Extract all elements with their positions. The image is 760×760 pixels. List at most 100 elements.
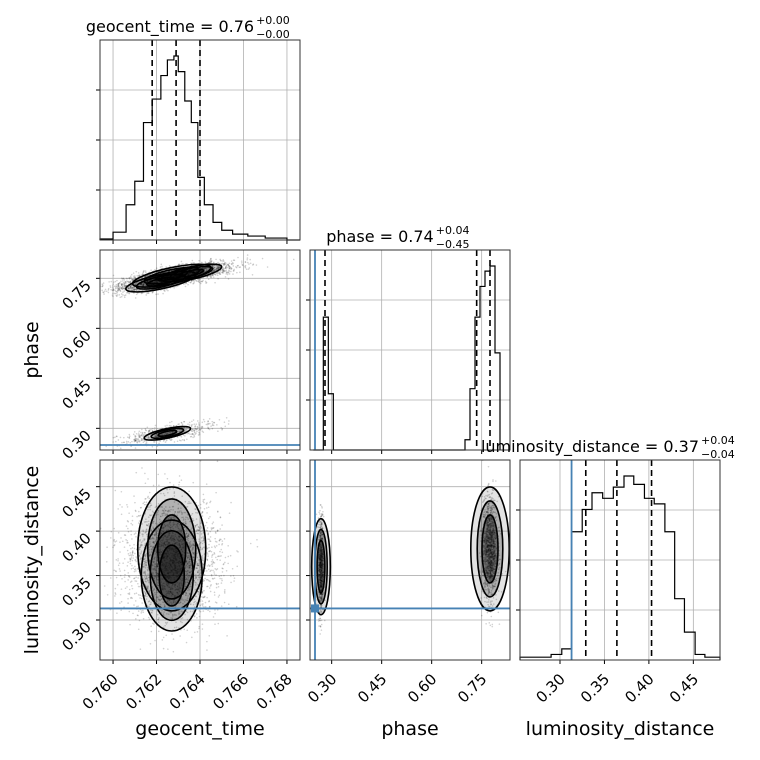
sample-point <box>116 289 119 292</box>
sample-point <box>246 261 249 264</box>
sample-point <box>127 553 130 555</box>
sample-point <box>129 285 132 288</box>
sample-point <box>171 438 173 441</box>
sample-point <box>194 270 197 272</box>
sample-point <box>188 421 191 424</box>
sample-point <box>130 286 132 289</box>
sample-point <box>131 538 133 540</box>
sample-point <box>227 263 230 266</box>
sample-point <box>187 273 189 276</box>
sample-point <box>212 276 215 278</box>
sample-point <box>121 285 124 287</box>
sample-point <box>218 272 221 274</box>
sample-point <box>174 275 176 278</box>
panel-luminosity_distance-vs-luminosity_distance: 0.30 0.35 0.40 0.45 <box>516 459 721 706</box>
sample-point <box>214 281 216 284</box>
sample-point <box>187 283 189 286</box>
sample-point <box>142 271 144 274</box>
sample-point <box>205 267 208 270</box>
sample-point <box>113 285 116 288</box>
sample-point <box>184 285 187 288</box>
sample-point <box>207 262 210 264</box>
sample-point <box>215 268 217 271</box>
sample-point <box>118 289 121 291</box>
sample-point <box>121 287 123 289</box>
sample-point <box>141 273 143 276</box>
sample-point <box>144 275 147 278</box>
sample-point <box>209 260 212 263</box>
sample-point <box>197 281 200 283</box>
sample-point <box>113 292 116 295</box>
sample-point <box>207 568 210 571</box>
sample-point <box>141 431 144 434</box>
sample-point <box>112 288 114 291</box>
sample-point <box>172 275 175 277</box>
sample-point <box>213 269 216 271</box>
sample-point <box>247 268 250 270</box>
sample-point <box>112 289 114 292</box>
sample-point <box>117 283 120 285</box>
sample-point <box>222 270 225 272</box>
sample-point <box>124 285 127 287</box>
sample-point <box>147 274 149 277</box>
sample-point <box>228 273 231 275</box>
sample-point <box>147 478 149 480</box>
sample-point <box>114 595 116 597</box>
sample-point <box>244 261 247 263</box>
sample-point <box>121 277 123 280</box>
sample-point <box>117 439 120 441</box>
sample-point <box>125 440 128 443</box>
sample-point <box>123 441 125 444</box>
sample-point <box>175 275 177 278</box>
sample-point <box>184 435 186 437</box>
sample-point <box>197 504 199 507</box>
sample-point <box>220 260 222 262</box>
sample-point <box>212 273 214 276</box>
sample-point <box>131 559 134 562</box>
sample-point <box>102 284 104 287</box>
sample-point <box>224 425 227 428</box>
sample-point <box>219 528 222 530</box>
sample-point <box>115 290 117 293</box>
sample-point <box>216 274 219 277</box>
sample-point <box>155 267 158 270</box>
sample-point <box>119 436 122 439</box>
sample-point <box>192 282 194 285</box>
sample-point <box>129 285 132 287</box>
sample-point <box>195 423 198 425</box>
sample-point <box>135 288 137 291</box>
sample-point <box>198 279 200 282</box>
sample-point <box>156 281 159 283</box>
sample-point <box>224 263 227 266</box>
sample-point <box>246 257 249 259</box>
sample-point <box>198 432 201 434</box>
sample-point <box>134 288 136 291</box>
sample-point <box>122 287 124 290</box>
sample-point <box>198 259 200 262</box>
sample-point <box>210 425 212 427</box>
sample-point <box>201 430 204 432</box>
sample-point <box>142 284 145 287</box>
sample-point <box>142 441 145 444</box>
sample-point <box>139 274 141 277</box>
title-phase: phase = 0.74 +0.04−0.45 <box>326 224 469 251</box>
sample-point <box>212 521 215 523</box>
sample-point <box>169 481 171 484</box>
sample-point <box>163 289 165 292</box>
sample-point <box>239 266 242 268</box>
sample-point <box>131 587 134 590</box>
sample-point <box>135 535 137 538</box>
sample-point <box>222 263 225 266</box>
sample-point <box>128 436 131 439</box>
sample-point <box>139 435 142 437</box>
sample-point <box>142 284 145 286</box>
sample-point <box>134 282 137 285</box>
sample-point <box>245 268 248 270</box>
sample-point <box>206 512 208 514</box>
sample-point <box>142 434 145 437</box>
title-lower-error: −0.45 <box>436 238 470 251</box>
sample-point <box>146 291 149 294</box>
sample-point <box>225 269 228 272</box>
sample-point <box>132 287 135 289</box>
